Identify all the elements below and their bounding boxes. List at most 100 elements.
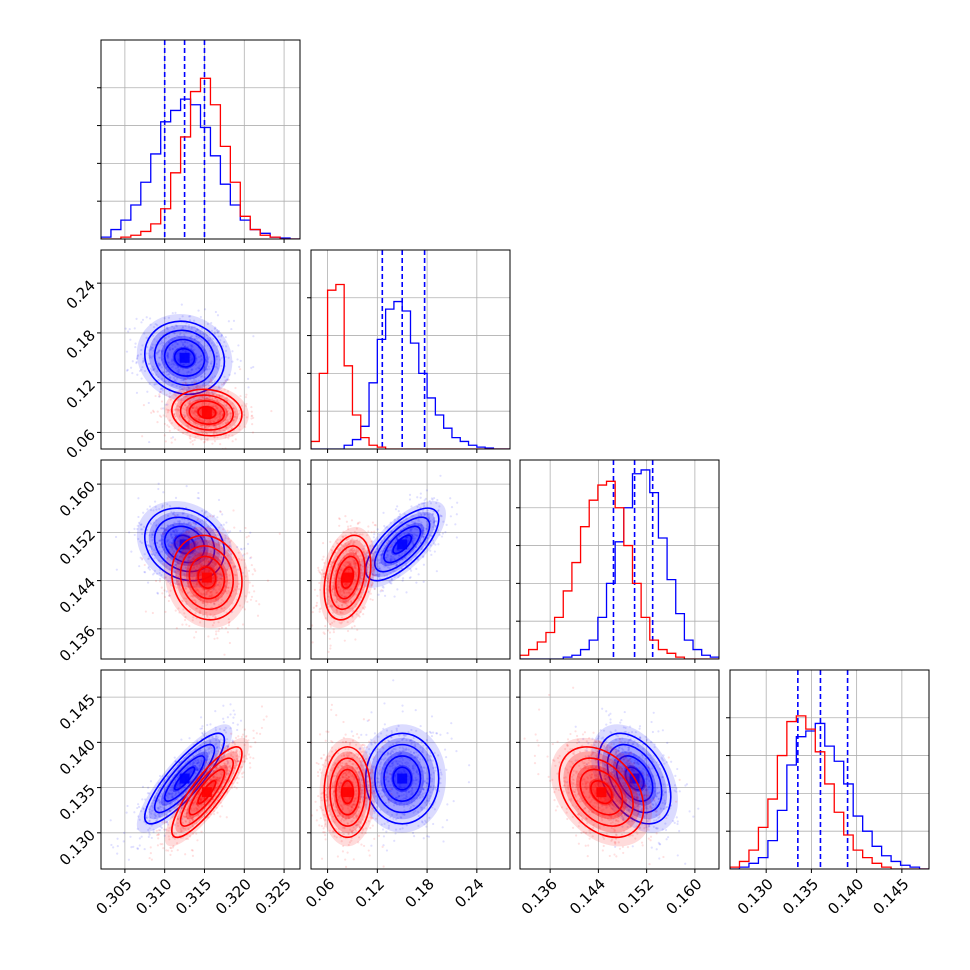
scatter-point xyxy=(150,552,153,555)
scatter-point xyxy=(172,512,175,516)
scatter-point xyxy=(238,428,241,431)
scatter-point xyxy=(160,538,164,541)
scatter-point xyxy=(189,345,193,348)
scatter-point xyxy=(188,401,191,404)
scatter-point xyxy=(411,549,415,552)
scatter-point xyxy=(163,595,167,599)
scatter-point xyxy=(205,360,208,363)
scatter-point xyxy=(199,528,203,531)
scatter-point xyxy=(218,585,222,588)
scatter-point xyxy=(198,560,202,563)
scatter-point xyxy=(207,570,211,573)
scatter-point xyxy=(196,519,199,522)
scatter-point xyxy=(422,512,425,515)
scatter-point xyxy=(201,588,204,591)
scatter-point xyxy=(187,556,190,559)
scatter-point xyxy=(186,532,189,535)
scatter-point xyxy=(226,378,229,381)
scatter-point xyxy=(183,612,186,615)
scatter-point xyxy=(207,537,210,540)
scatter-point xyxy=(237,557,241,561)
scatter-point xyxy=(227,621,231,625)
scatter-point xyxy=(326,603,329,606)
scatter-point xyxy=(218,542,221,546)
scatter-point xyxy=(419,513,423,517)
scatter-point xyxy=(398,554,401,558)
scatter-point xyxy=(233,564,237,568)
scatter-point xyxy=(412,542,415,546)
scatter-point xyxy=(398,513,402,516)
scatter-point xyxy=(169,376,172,379)
scatter-point xyxy=(149,317,152,320)
scatter-point xyxy=(189,400,192,403)
scatter-point xyxy=(177,563,180,566)
scatter-point xyxy=(250,414,253,418)
scatter-point xyxy=(215,591,218,595)
scatter-point xyxy=(218,559,221,562)
scatter-point xyxy=(239,719,243,722)
scatter-point xyxy=(216,410,219,413)
scatter-point xyxy=(397,510,400,513)
scatter-point xyxy=(195,571,199,574)
scatter-point xyxy=(398,534,401,538)
scatter-point xyxy=(196,589,199,592)
scatter-point xyxy=(172,361,175,365)
scatter-point xyxy=(238,425,241,428)
scatter-point xyxy=(191,571,194,574)
scatter-point xyxy=(204,398,207,401)
scatter-point xyxy=(410,520,413,523)
scatter-point xyxy=(202,559,205,563)
scatter-point xyxy=(435,501,438,505)
scatter-point xyxy=(251,573,254,576)
scatter-point xyxy=(389,559,392,563)
scatter-point xyxy=(170,441,173,444)
scatter-point xyxy=(353,560,356,563)
scatter-point xyxy=(377,565,380,568)
scatter-point xyxy=(203,530,206,533)
scatter-point xyxy=(426,509,429,512)
scatter-point xyxy=(215,630,218,633)
scatter-point xyxy=(236,585,239,588)
y-tick-label: 0.160 xyxy=(56,477,99,520)
scatter-point xyxy=(220,573,224,576)
scatter-point xyxy=(137,521,141,524)
scatter-point xyxy=(114,535,118,539)
scatter-point xyxy=(206,322,209,326)
scatter-point xyxy=(173,529,176,533)
scatter-point xyxy=(412,514,415,517)
scatter-point xyxy=(371,566,374,569)
scatter-point xyxy=(174,528,178,531)
scatter-point xyxy=(211,541,214,544)
scatter-point xyxy=(397,515,400,518)
scatter-point xyxy=(195,583,199,586)
scatter-point xyxy=(359,582,362,586)
scatter-point xyxy=(214,589,217,592)
scatter-point xyxy=(156,370,159,373)
scatter-point xyxy=(180,388,184,391)
scatter-point xyxy=(193,539,196,542)
scatter-point xyxy=(420,526,423,529)
scatter-point xyxy=(157,350,160,354)
scatter-point xyxy=(377,573,380,576)
scatter-point xyxy=(361,588,364,591)
scatter-point xyxy=(169,546,172,549)
scatter-point xyxy=(422,555,425,558)
scatter-point xyxy=(382,511,385,514)
scatter-point xyxy=(151,365,154,368)
scatter-point xyxy=(206,582,209,585)
scatter-point xyxy=(166,539,169,542)
scatter-point xyxy=(202,613,205,617)
scatter-point xyxy=(338,546,341,549)
scatter-point xyxy=(177,359,180,363)
scatter-point xyxy=(199,419,202,422)
scatter-point xyxy=(223,610,226,613)
scatter-point xyxy=(188,419,191,422)
scatter-point xyxy=(206,426,210,430)
scatter-point xyxy=(167,352,170,356)
scatter-point xyxy=(190,369,193,372)
scatter-point xyxy=(414,527,417,531)
scatter-point xyxy=(197,418,200,421)
scatter-point xyxy=(356,589,359,592)
scatter-point xyxy=(229,412,232,415)
scatter-point xyxy=(168,361,171,364)
